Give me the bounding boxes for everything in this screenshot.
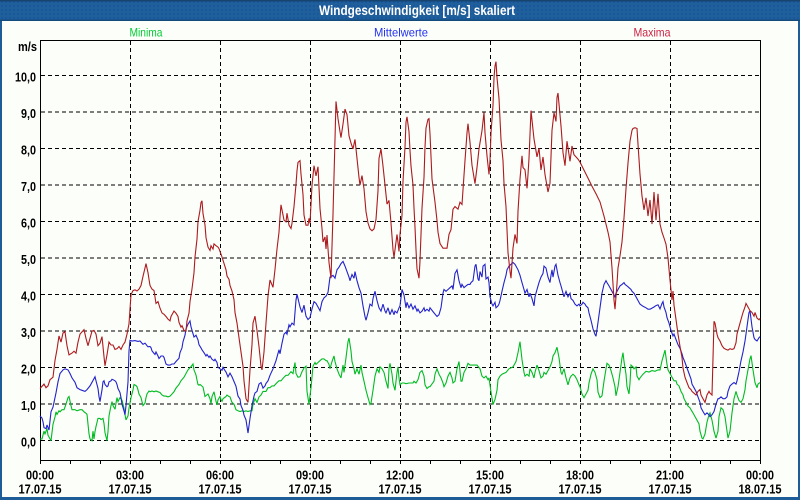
svg-text:10,0: 10,0 (15, 71, 36, 85)
svg-text:17.07.15: 17.07.15 (199, 483, 242, 497)
svg-text:9,0: 9,0 (21, 107, 36, 121)
svg-text:6,0: 6,0 (21, 217, 36, 231)
svg-text:4,0: 4,0 (21, 290, 36, 304)
svg-text:18:00: 18:00 (566, 469, 594, 483)
svg-text:17.07.15: 17.07.15 (19, 483, 62, 497)
svg-text:17.07.15: 17.07.15 (559, 483, 602, 497)
svg-text:03:00: 03:00 (116, 469, 144, 483)
svg-text:09:00: 09:00 (296, 469, 324, 483)
svg-text:00:00: 00:00 (26, 469, 54, 483)
svg-text:18.07.15: 18.07.15 (739, 483, 782, 497)
svg-text:7,0: 7,0 (21, 180, 36, 194)
svg-text:21:00: 21:00 (656, 469, 684, 483)
svg-text:Maxima: Maxima (634, 26, 671, 40)
svg-text:8,0: 8,0 (21, 144, 36, 158)
svg-text:17.07.15: 17.07.15 (289, 483, 332, 497)
svg-text:1,0: 1,0 (21, 399, 36, 413)
svg-text:15:00: 15:00 (476, 469, 504, 483)
svg-text:0,0: 0,0 (21, 436, 36, 450)
svg-text:2,0: 2,0 (21, 363, 36, 377)
svg-text:12:00: 12:00 (386, 469, 414, 483)
svg-text:Minima: Minima (130, 26, 163, 40)
svg-text:m/s: m/s (18, 40, 37, 54)
svg-text:3,0: 3,0 (21, 326, 36, 340)
svg-text:5,0: 5,0 (21, 253, 36, 267)
svg-text:06:00: 06:00 (206, 469, 234, 483)
svg-text:17.07.15: 17.07.15 (469, 483, 512, 497)
svg-text:17.07.15: 17.07.15 (379, 483, 422, 497)
svg-text:17.07.15: 17.07.15 (109, 483, 152, 497)
svg-text:Mittelwerte: Mittelwerte (374, 26, 428, 40)
svg-text:17.07.15: 17.07.15 (649, 483, 692, 497)
svg-text:00:00: 00:00 (746, 469, 774, 483)
svg-text:Windgeschwindigkeit [m/s] skal: Windgeschwindigkeit [m/s] skaliert (319, 2, 515, 18)
